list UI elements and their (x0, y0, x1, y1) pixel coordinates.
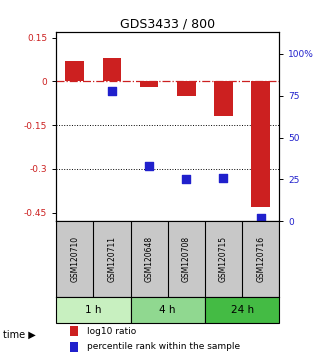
Bar (205, 297, 279, 323)
Point (109, 88, 115, 93)
Point (184, 177, 189, 182)
Bar (251, 81, 270, 207)
Bar (214, 81, 233, 116)
Text: 4 h: 4 h (160, 305, 176, 315)
Bar (56, 297, 131, 323)
Text: GSM120648: GSM120648 (145, 236, 154, 282)
Bar (131, 297, 205, 323)
Bar (140, 81, 159, 87)
Text: GSM120716: GSM120716 (256, 236, 265, 282)
Text: log10 ratio: log10 ratio (87, 327, 137, 336)
Title: GDS3433 / 800: GDS3433 / 800 (120, 18, 215, 31)
Text: 1 h: 1 h (85, 305, 102, 315)
Text: GSM120711: GSM120711 (108, 236, 117, 282)
Point (221, 175, 226, 181)
Text: percentile rank within the sample: percentile rank within the sample (87, 342, 240, 352)
Text: GSM120715: GSM120715 (219, 236, 228, 282)
Bar (70, 342, 78, 352)
Point (147, 163, 152, 169)
Bar (103, 58, 121, 81)
Text: GSM120708: GSM120708 (182, 236, 191, 282)
Bar (70, 326, 78, 336)
Text: time ▶: time ▶ (3, 330, 36, 339)
Text: 24 h: 24 h (230, 305, 254, 315)
Point (258, 215, 263, 221)
Text: GSM120710: GSM120710 (70, 236, 79, 282)
Bar (65, 61, 84, 81)
Bar (177, 81, 195, 96)
